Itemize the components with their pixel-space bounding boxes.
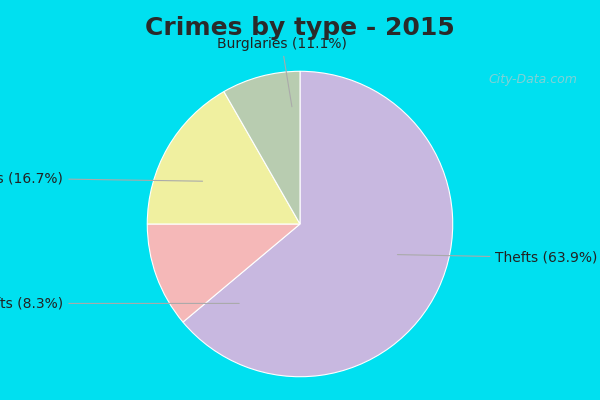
Text: Thefts (63.9%): Thefts (63.9%) — [397, 251, 598, 265]
Text: Burglaries (11.1%): Burglaries (11.1%) — [217, 37, 347, 107]
Text: Auto thefts (8.3%): Auto thefts (8.3%) — [0, 296, 239, 310]
Text: City-Data.com: City-Data.com — [488, 73, 577, 86]
Text: Crimes by type - 2015: Crimes by type - 2015 — [145, 16, 455, 40]
Text: Assaults (16.7%): Assaults (16.7%) — [0, 171, 203, 185]
Wedge shape — [224, 71, 300, 224]
Wedge shape — [183, 71, 453, 377]
Wedge shape — [147, 224, 300, 322]
Wedge shape — [147, 92, 300, 224]
